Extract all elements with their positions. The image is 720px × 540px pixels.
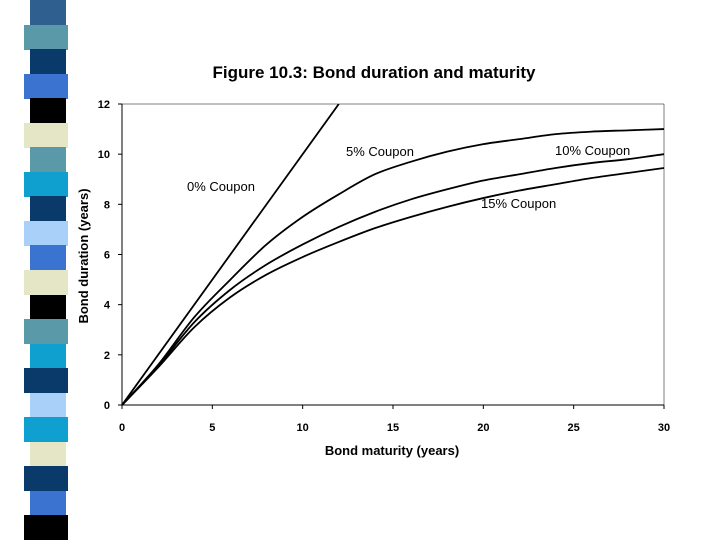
series-line-group — [122, 104, 664, 405]
stripe-block — [24, 466, 68, 492]
series-label-15pct-coupon: 15% Coupon — [481, 196, 556, 211]
series-line-15pct-coupon — [122, 167, 664, 405]
decorative-stripe — [0, 0, 68, 540]
y-tick-label: 2 — [104, 350, 110, 362]
stripe-block — [30, 196, 66, 222]
x-tick-label: 5 — [209, 422, 215, 434]
stripe-block — [30, 0, 66, 26]
stripe-block — [24, 220, 68, 246]
x-tick-label: 15 — [387, 422, 399, 434]
stripe-block — [24, 171, 68, 197]
x-tick-label: 30 — [658, 422, 670, 434]
x-tick-label: 0 — [119, 422, 125, 434]
stripe-block — [30, 490, 66, 516]
series-label-10pct-coupon: 10% Coupon — [555, 143, 630, 158]
stripe-block — [30, 392, 66, 418]
y-tick-label: 4 — [104, 300, 111, 312]
x-tick-label: 20 — [477, 422, 489, 434]
stripe-block — [24, 515, 68, 540]
stripe-block — [30, 294, 66, 320]
stripe-block — [30, 98, 66, 124]
stripe-block — [30, 147, 66, 173]
y-tick-label: 8 — [104, 199, 110, 211]
y-tick-label: 0 — [104, 400, 110, 412]
stripe-block — [24, 417, 68, 443]
y-tick-group: 0 2 4 6 8 10 12 — [98, 99, 122, 412]
series-label-5pct-coupon: 5% Coupon — [346, 144, 414, 159]
stripe-block — [24, 368, 68, 394]
stripe-block — [24, 73, 68, 99]
stripe-block — [30, 49, 66, 75]
y-tick-label: 6 — [104, 250, 110, 262]
stripe-block — [30, 343, 66, 369]
y-tick-label: 10 — [98, 149, 110, 161]
series-line-10pct-coupon — [122, 153, 664, 405]
stripe-block — [24, 24, 68, 50]
series-line-0pct-coupon — [122, 104, 340, 405]
stripe-block — [24, 122, 68, 148]
series-label-group: 0% Coupon 5% Coupon 10% Coupon 15% Coupon — [187, 143, 630, 211]
chart-title: Figure 10.3: Bond duration and maturity — [212, 63, 536, 82]
stripe-block — [30, 245, 66, 271]
x-tick-label: 10 — [297, 422, 309, 434]
series-line-5pct-coupon — [122, 128, 664, 405]
stripe-block — [30, 441, 66, 467]
series-label-0pct-coupon: 0% Coupon — [187, 179, 255, 194]
stripe-block — [24, 319, 68, 345]
y-axis-label: Bond duration (years) — [76, 188, 91, 323]
x-tick-label: 25 — [568, 422, 580, 434]
x-axis-label: Bond maturity (years) — [325, 443, 459, 458]
x-tick-group: 0 5 10 15 20 25 30 — [119, 405, 670, 434]
y-tick-label: 12 — [98, 99, 110, 111]
stripe-block — [24, 270, 68, 296]
